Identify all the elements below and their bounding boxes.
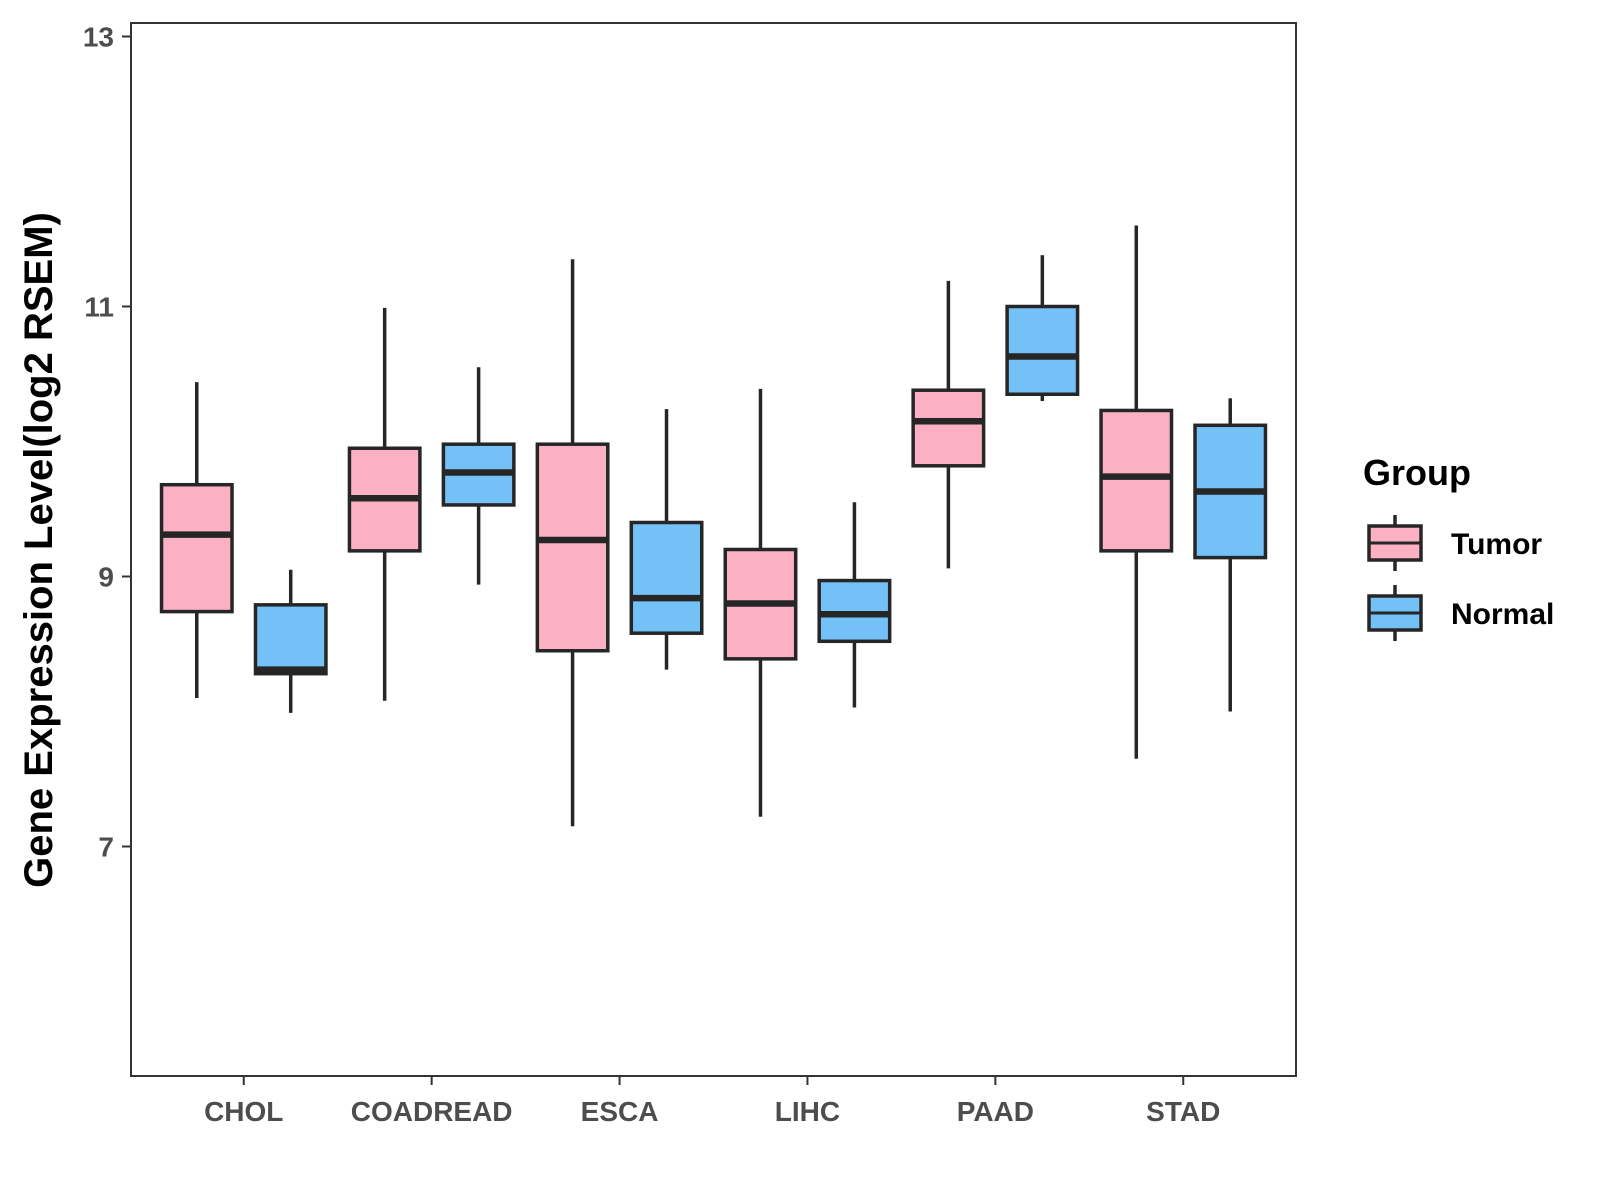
box-iqr (1099, 408, 1174, 553)
box-tumor-chol (159, 382, 234, 698)
y-axis-title: Gene Expression Level(log2 RSEM) (17, 212, 61, 888)
x-tick-label-esca: ESCA (581, 1096, 659, 1127)
y-tick-label-7: 7 (98, 832, 114, 863)
box-tumor-paad (911, 280, 986, 569)
box-normal-esca (629, 409, 704, 670)
box-normal-coadread (441, 367, 516, 585)
box-series (159, 225, 1268, 827)
legend-label-normal: Normal (1451, 598, 1554, 631)
box-iqr (1005, 304, 1080, 396)
legend-item-normal: Normal (1367, 585, 1554, 641)
y-axis: 7 9 11 13 (83, 22, 131, 863)
legend: Group Tumor Normal (1363, 452, 1554, 641)
y-tick-label-13: 13 (83, 22, 114, 53)
x-axis: CHOL COADREAD ESCA LIHC PAAD STAD (204, 1076, 1220, 1127)
box-tumor-stad (1099, 225, 1174, 759)
y-tick-label-9: 9 (98, 562, 114, 593)
box-iqr (629, 520, 704, 635)
box-normal-paad (1005, 255, 1080, 401)
legend-item-tumor: Tumor (1367, 515, 1542, 571)
box-tumor-lihc (723, 388, 798, 817)
box-iqr (535, 442, 610, 653)
box-normal-chol (253, 569, 328, 713)
box-tumor-coadread (347, 307, 422, 701)
box-normal-stad (1193, 398, 1268, 712)
box-iqr (817, 578, 892, 644)
x-tick-label-chol: CHOL (204, 1096, 283, 1127)
y-tick-label-11: 11 (84, 292, 114, 323)
legend-label-tumor: Tumor (1451, 528, 1542, 561)
x-tick-label-coadread: COADREAD (351, 1096, 513, 1127)
legend-title: Group (1363, 452, 1471, 493)
x-tick-label-paad: PAAD (957, 1096, 1034, 1127)
box-normal-lihc (817, 502, 892, 708)
box-tumor-esca (535, 259, 610, 827)
box-iqr (911, 388, 986, 468)
x-tick-label-lihc: LIHC (775, 1096, 840, 1127)
box-iqr (253, 603, 328, 676)
box-iqr (159, 482, 234, 614)
x-tick-label-stad: STAD (1146, 1096, 1220, 1127)
